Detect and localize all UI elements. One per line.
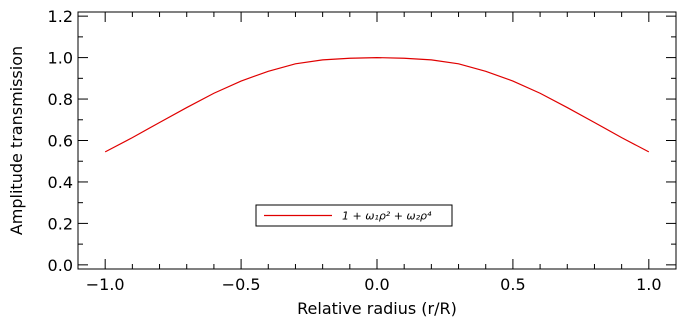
x-tick-label: −0.5 — [222, 275, 261, 294]
x-axis-label: Relative radius (r/R) — [297, 299, 457, 318]
legend-label: 1 + ω₁ρ² + ω₂ρ⁴ — [342, 210, 432, 223]
x-tick-label: 0.5 — [500, 275, 525, 294]
legend-box — [255, 204, 453, 227]
legend: 1 + ω₁ρ² + ω₂ρ⁴ — [255, 204, 453, 227]
tick-marks — [77, 12, 677, 269]
y-axis-label: Amplitude transmission — [7, 46, 26, 235]
series-layer — [104, 56, 650, 153]
y-tick-label: 0.8 — [48, 90, 73, 109]
y-tick-label: 1.0 — [48, 49, 73, 68]
y-tick-label: 0.6 — [48, 132, 73, 151]
x-tick-label: −1.0 — [86, 275, 125, 294]
y-tick-label: 0.2 — [48, 214, 73, 233]
y-tick-label: 0.0 — [48, 256, 73, 275]
x-tick-label: 1.0 — [636, 275, 661, 294]
tick-labels: −1.0 −0.5 0.0 0.5 1.0 0.0 0.2 0.4 0.6 0.8 1.0 1.2 — [48, 7, 662, 294]
plot-frame — [77, 11, 677, 270]
series-line — [104, 56, 650, 153]
x-tick-label: 0.0 — [364, 275, 389, 294]
y-tick-label: 1.2 — [48, 7, 73, 26]
y-tick-label: 0.4 — [48, 173, 73, 192]
